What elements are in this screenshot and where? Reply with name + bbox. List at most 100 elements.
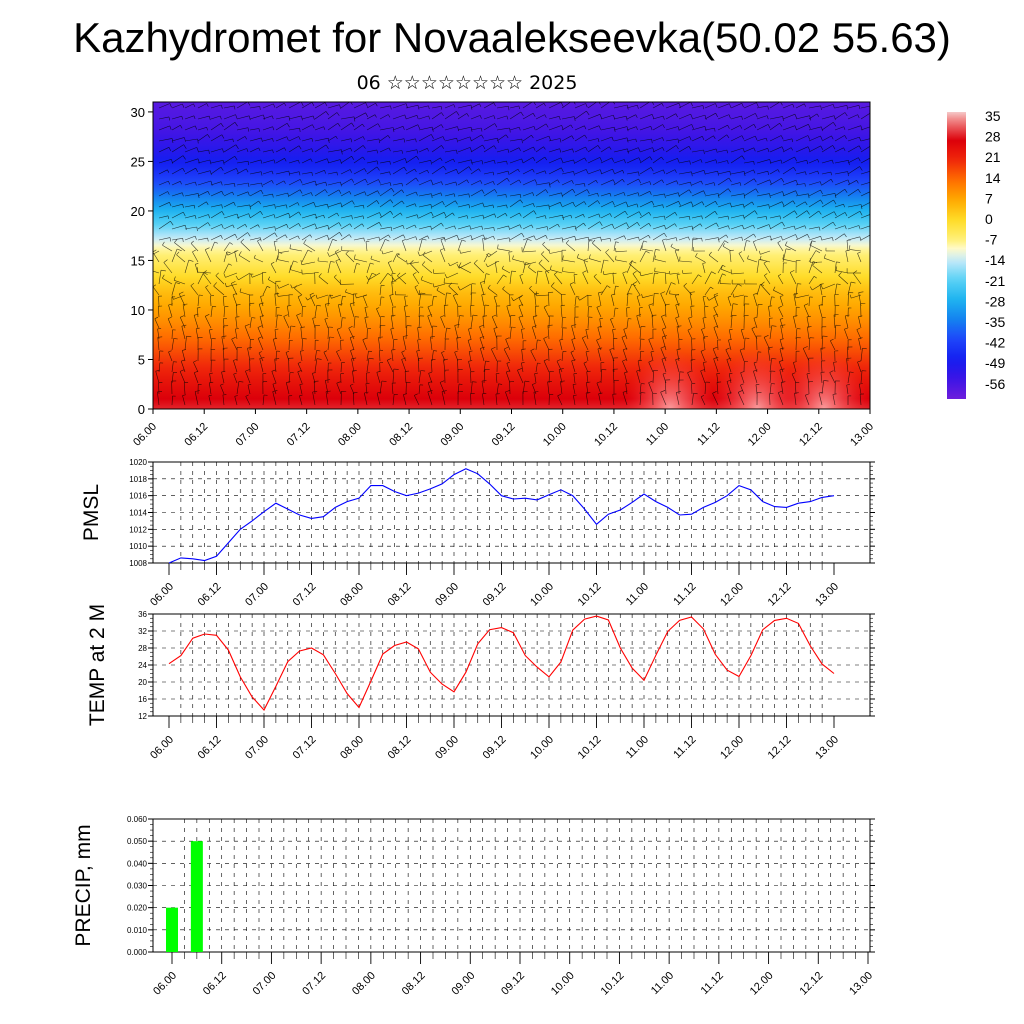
x-tick-label: 12.00 xyxy=(718,734,746,762)
colorbar-label: -14 xyxy=(985,252,1005,268)
y-tick-label: 24 xyxy=(138,661,147,670)
y-axis-label: PMSL xyxy=(80,484,103,541)
y-tick-label: 0.060 xyxy=(127,815,148,824)
panel-frame xyxy=(152,818,871,953)
y-tick-label: 0 xyxy=(138,402,145,417)
x-tick-label: 09.00 xyxy=(449,970,477,998)
colorbar-label: -7 xyxy=(985,232,998,248)
x-tick-label: 06.00 xyxy=(148,734,176,762)
y-tick-label: 1014 xyxy=(129,509,147,518)
wind-barbs xyxy=(153,102,870,406)
y-tick-label: 0.000 xyxy=(127,948,148,957)
x-tick-label: 06.12 xyxy=(182,421,210,449)
colorbar-label: -28 xyxy=(985,293,1005,309)
y-tick-label: 0.050 xyxy=(127,837,148,846)
x-tick-label: 12.00 xyxy=(746,421,774,449)
y-tick-label: 1010 xyxy=(129,542,147,551)
x-tick-label: 09.12 xyxy=(481,581,509,609)
x-tick-label: 11.00 xyxy=(624,734,651,761)
y-tick-label: 10 xyxy=(131,303,145,318)
grid xyxy=(153,614,870,716)
y-tick-label: 30 xyxy=(131,105,145,120)
x-tick-label: 08.12 xyxy=(400,970,428,998)
x-tick-label: 09.12 xyxy=(481,734,509,762)
x-tick-label: 06.00 xyxy=(151,970,179,998)
colorbar-label: -35 xyxy=(985,314,1005,330)
x-tick-label: 12.00 xyxy=(718,581,746,609)
warm-surface-area xyxy=(778,349,869,409)
colorbar-label: -21 xyxy=(985,273,1005,289)
colorbar-label: -49 xyxy=(985,355,1005,371)
x-tick-label: 07.12 xyxy=(300,970,328,998)
y-tick-label: 16 xyxy=(138,695,147,704)
temp2m-panel: 12 16 20 24 28 32 36 06.00 06.12 07.00 07.12 08.00 0… xyxy=(86,604,875,762)
x-tick-label: 10.12 xyxy=(599,970,627,998)
x-tick-label: 08.12 xyxy=(386,581,414,609)
x-tick-label: 10.00 xyxy=(528,581,556,609)
x-tick-label: 06.12 xyxy=(196,581,224,609)
x-tick-label: 13.00 xyxy=(847,970,875,998)
y-tick-label: 0.030 xyxy=(127,882,148,891)
x-tick-label: 11.12 xyxy=(671,734,698,761)
y-tick-label: 0.040 xyxy=(127,859,148,868)
x-tick-label: 08.12 xyxy=(387,421,415,449)
x-tick-label: 08.00 xyxy=(350,970,378,998)
x-tick-label: 11.12 xyxy=(699,970,726,997)
x-tick-label: 12.12 xyxy=(797,421,825,449)
x-tick-label: 08.00 xyxy=(336,421,364,449)
x-tick-label: 08.00 xyxy=(338,734,366,762)
y-tick-label: 32 xyxy=(138,627,147,636)
x-tick-label: 13.00 xyxy=(813,581,841,609)
x-tick-label: 07.00 xyxy=(243,734,271,762)
y-tick-label: 0.020 xyxy=(127,904,148,913)
x-tick-label: 07.00 xyxy=(251,970,279,998)
x-tick-label: 13.00 xyxy=(848,421,876,449)
y-tick-label: 28 xyxy=(138,644,147,653)
y-tick-label: 12 xyxy=(138,712,147,721)
x-tick-label: 12.00 xyxy=(748,970,776,998)
colorbar: 35 28 21 14 7 0 -7 -14 -21 -28 -35 -42 -49 -56 xyxy=(947,108,1005,399)
x-tick-label: 07.12 xyxy=(291,581,319,609)
grid xyxy=(153,462,870,563)
x-tick-label: 08.00 xyxy=(338,581,366,609)
x-tick-label: 07.12 xyxy=(285,421,313,449)
x-tick-label: 07.00 xyxy=(243,581,271,609)
y-tick-label: 1008 xyxy=(129,559,147,568)
x-tick-label: 09.00 xyxy=(433,734,461,762)
x-tick-label: 06.00 xyxy=(131,421,159,449)
x-tick-label: 13.00 xyxy=(813,734,841,762)
y-tick-label: 36 xyxy=(138,610,147,619)
colorbar-label: 14 xyxy=(985,170,1001,186)
x-tick-label: 12.12 xyxy=(766,734,794,762)
x-tick-label: 10.12 xyxy=(592,421,620,449)
x-tick-label: 12.12 xyxy=(797,970,825,998)
y-tick-label: 1020 xyxy=(129,458,147,467)
precip-bar xyxy=(190,841,203,952)
x-tick-label: 11.00 xyxy=(649,970,676,997)
x-tick-label: 11.12 xyxy=(695,421,722,448)
y-tick-label: 20 xyxy=(131,204,145,219)
x-tick-label: 10.12 xyxy=(576,581,604,609)
x-tick-label: 09.12 xyxy=(499,970,527,998)
series-line xyxy=(168,615,835,711)
colorbar-label: 35 xyxy=(985,108,1001,124)
temperature-wind-panel: 0 5 10 15 20 25 30 06.00 06.12 07.00 07.12 08.00 08.… xyxy=(131,101,876,449)
colorbar-scale xyxy=(947,112,966,399)
series-line xyxy=(168,468,835,564)
colorbar-label: -56 xyxy=(985,376,1005,392)
x-tick-label: 08.12 xyxy=(386,734,414,762)
warm-surface-area xyxy=(625,349,716,409)
colorbar-label: -42 xyxy=(985,335,1005,351)
chart-title: Kazhydromet for Novaalekseevka(50.02 55.… xyxy=(73,14,951,61)
y-axis-label: PRECIP, mm xyxy=(72,824,95,946)
y-tick-label: 20 xyxy=(138,678,147,687)
colorbar-label: 21 xyxy=(985,149,1001,165)
colorbar-label: 7 xyxy=(985,190,993,206)
x-tick-label: 06.12 xyxy=(196,734,224,762)
x-tick-label: 09.12 xyxy=(490,421,518,449)
x-tick-label: 11.00 xyxy=(624,581,651,608)
y-tick-label: 1012 xyxy=(129,525,147,534)
colorbar-label: 28 xyxy=(985,129,1001,145)
chart-subtitle: 06 ☆☆☆☆☆☆☆☆ 2025 xyxy=(356,72,578,94)
